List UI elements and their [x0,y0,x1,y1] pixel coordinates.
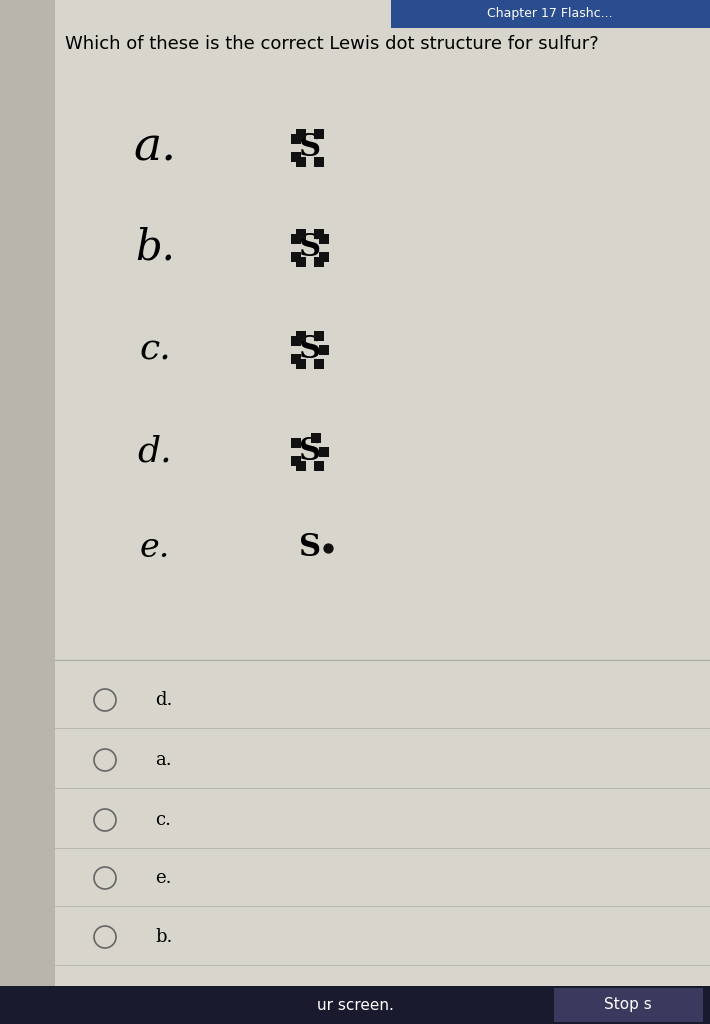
Text: Stop s: Stop s [604,997,652,1013]
Point [310,430,322,446]
Point [313,254,324,270]
Point [318,342,329,358]
Text: ur screen.: ur screen. [317,997,393,1013]
Bar [554,988,703,1022]
Point [295,254,307,270]
Point [295,355,307,372]
Bar [0,986,710,1024]
Text: a.: a. [155,751,172,769]
Point [295,458,307,474]
Text: S: S [299,232,321,263]
Text: S: S [299,436,321,468]
Point [290,453,302,469]
Point [313,154,324,170]
Point [290,148,302,165]
Point [318,443,329,460]
Bar [0,0,55,1024]
Point [313,328,324,344]
Point [290,333,302,349]
Text: b.: b. [155,928,173,946]
Point [313,126,324,142]
Point [290,230,302,247]
Text: e.: e. [140,532,170,564]
Point [318,230,329,247]
Point [290,351,302,368]
Text: d.: d. [138,435,173,469]
Point [322,540,334,556]
Point [295,126,307,142]
Point [318,249,329,265]
Text: S: S [299,532,321,563]
Text: a.: a. [133,125,177,171]
Text: S: S [299,335,321,366]
Point [313,458,324,474]
Text: d.: d. [155,691,173,709]
Point [295,226,307,243]
Text: b.: b. [135,227,175,269]
Text: Chapter 17 Flashc...: Chapter 17 Flashc... [488,7,613,20]
Point [295,328,307,344]
Point [290,249,302,265]
Point [313,226,324,243]
Point [290,435,302,452]
Text: c.: c. [155,811,171,829]
Text: c.: c. [139,333,171,367]
Text: Which of these is the correct Lewis dot structure for sulfur?: Which of these is the correct Lewis dot … [65,35,599,53]
Bar [391,0,710,28]
Text: e.: e. [155,869,172,887]
Point [295,154,307,170]
Point [290,131,302,147]
Text: S: S [299,132,321,164]
Point [313,355,324,372]
